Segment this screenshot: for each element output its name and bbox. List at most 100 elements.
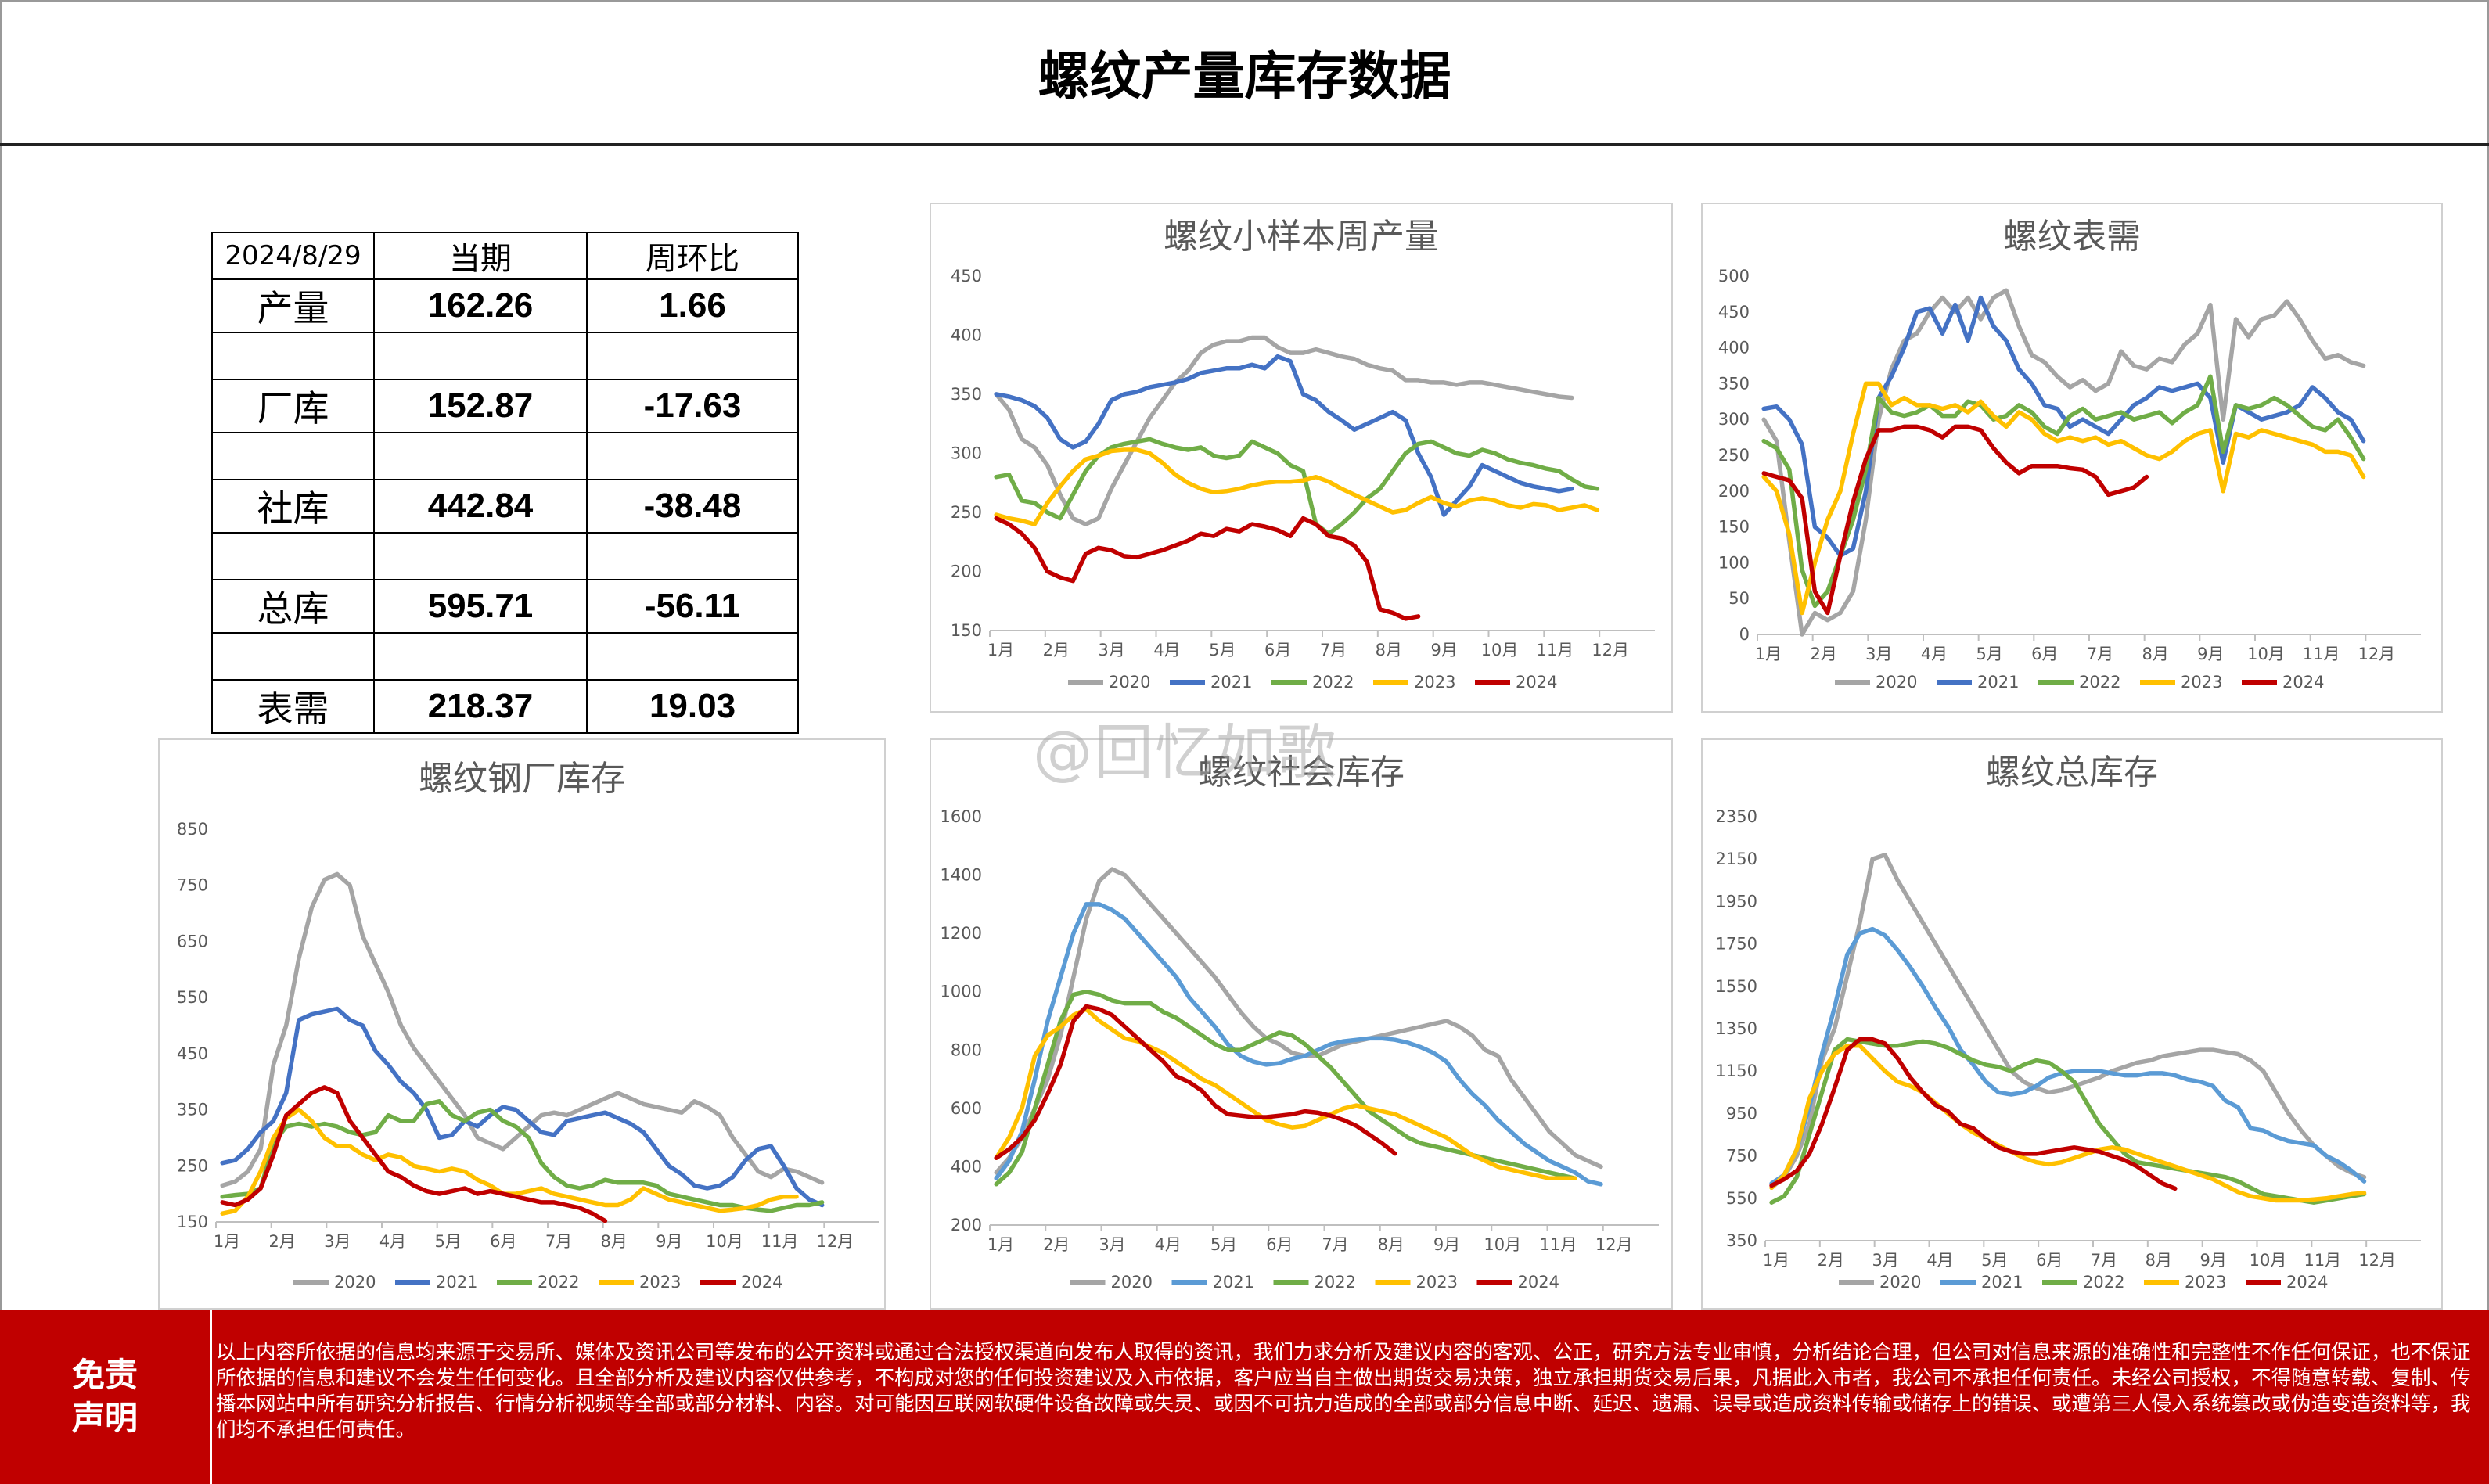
stats-wow: -38.48	[586, 479, 799, 534]
legend-label: 2023	[1416, 1273, 1458, 1292]
y-tick-label: 1150	[1716, 1062, 1757, 1080]
stats-row-output: 产量 162.26 1.66	[211, 278, 799, 333]
x-tick-label: 5月	[1210, 1235, 1237, 1254]
chart-social-inventory: 螺纹社会库存 200 400 600 800 1000 1200 1400 1600 1月 2月 3月…	[941, 753, 1659, 1292]
x-tick-label: 1月	[1763, 1251, 1789, 1270]
x-tick-label: 4月	[1153, 641, 1180, 659]
series-line-2022	[1769, 1037, 2367, 1205]
x-tick-label: 6月	[2031, 645, 2058, 663]
x-tick-label: 2月	[1818, 1251, 1844, 1270]
legend-label: 2022	[2083, 1273, 2124, 1292]
series-line-2021	[1761, 295, 2366, 558]
disclaimer-separator	[210, 1310, 212, 1484]
series-line-2024	[994, 516, 1421, 621]
x-tick-label: 2月	[268, 1232, 295, 1251]
x-tick-label: 3月	[1098, 641, 1124, 659]
y-tick-label: 150	[177, 1213, 208, 1231]
x-tick-label: 9月	[1433, 1235, 1460, 1254]
y-tick-label: 400	[1718, 339, 1750, 358]
series-line-2021	[994, 354, 1574, 517]
chart-panel-total-inventory: 螺纹总库存 350 550 750 950 1150 1350 1550 1750 1950 215…	[1701, 738, 2443, 1310]
legend-label: 2021	[436, 1273, 477, 1292]
stats-header-row: 2024/8/29 当期 周环比	[211, 232, 799, 280]
stats-header-current: 当期	[373, 232, 588, 280]
y-tick-label: 650	[177, 932, 208, 950]
x-tick-label: 6月	[1264, 641, 1291, 659]
x-tick-label: 8月	[1378, 1235, 1405, 1254]
y-tick-label: 350	[951, 385, 982, 404]
series-line-2024	[1769, 1037, 2178, 1191]
series-line-2022	[220, 1099, 825, 1213]
stats-label: 厂库	[211, 379, 375, 433]
stats-current: 162.26	[373, 278, 588, 333]
x-tick-label: 9月	[656, 1232, 682, 1251]
stats-gap-row	[211, 332, 799, 380]
legend-label: 2024	[1516, 673, 1557, 692]
x-tick-label: 10月	[2247, 645, 2285, 663]
y-tick-label: 500	[1718, 267, 1750, 286]
stats-current: 152.87	[373, 379, 588, 433]
chart-panel-mill-inventory: 螺纹钢厂库存 150 250 350 450 550 650 750 850 1月 2月 3月 4月 5月…	[158, 738, 886, 1310]
x-tick-label: 8月	[2142, 645, 2168, 663]
y-tick-label: 300	[951, 444, 982, 463]
y-tick-label: 450	[177, 1044, 208, 1063]
y-tick-label: 750	[177, 876, 208, 895]
x-tick-label: 11月	[2303, 645, 2340, 663]
x-tick-label: 5月	[1209, 641, 1236, 659]
legend-label: 2024	[1518, 1273, 1559, 1292]
legend-label: 2022	[2079, 673, 2120, 692]
x-tick-label: 6月	[1266, 1235, 1293, 1254]
series-line-2020	[1761, 288, 2366, 637]
y-tick-label: 350	[177, 1101, 208, 1119]
y-tick-label: 1750	[1716, 935, 1757, 954]
chart-title: 螺纹总库存	[1986, 753, 2158, 792]
disclaimer-label-line1: 免责	[71, 1356, 138, 1395]
legend-label: 2022	[1315, 1273, 1356, 1292]
y-tick-label: 250	[1718, 446, 1750, 465]
x-tick-label: 12月	[2358, 645, 2395, 663]
y-tick-label: 50	[1728, 589, 1750, 608]
x-tick-label: 5月	[1981, 1251, 2008, 1270]
legend-label: 2023	[639, 1273, 681, 1292]
x-tick-label: 8月	[1376, 641, 1402, 659]
x-tick-label: 1月	[214, 1232, 240, 1251]
disclaimer-label: 免责 声明	[0, 1310, 210, 1484]
x-tick-label: 7月	[2091, 1251, 2117, 1270]
y-tick-label: 550	[1726, 1189, 1757, 1208]
stats-row-total: 总库 595.71 -56.11	[211, 579, 799, 634]
legend-label: 2022	[1312, 673, 1354, 692]
x-tick-label: 4月	[379, 1232, 406, 1251]
series-line-2023	[994, 447, 1600, 526]
y-tick-label: 100	[1718, 553, 1750, 572]
x-tick-label: 12月	[1595, 1235, 1633, 1254]
chart-title: 螺纹社会库存	[1198, 753, 1405, 792]
y-tick-label: 300	[1718, 410, 1750, 429]
x-tick-label: 3月	[324, 1232, 351, 1251]
y-tick-label: 950	[1726, 1104, 1757, 1123]
x-tick-label: 11月	[2304, 1251, 2341, 1270]
y-tick-label: 1350	[1716, 1019, 1757, 1038]
x-tick-label: 9月	[1430, 641, 1457, 659]
series-line-2020	[994, 867, 1603, 1175]
y-tick-label: 400	[951, 1157, 982, 1176]
disclaimer-label-line2: 声明	[71, 1399, 138, 1437]
stats-date: 2024/8/29	[211, 232, 375, 280]
stats-label: 社库	[211, 479, 375, 534]
stats-wow: -17.63	[586, 379, 799, 433]
y-tick-label: 1400	[941, 866, 982, 885]
x-tick-label: 8月	[2146, 1251, 2172, 1270]
x-tick-label: 9月	[2197, 645, 2224, 663]
title-divider	[0, 143, 2489, 146]
x-tick-label: 7月	[1320, 641, 1347, 659]
y-tick-label: 450	[1718, 303, 1750, 322]
legend-label: 2023	[2181, 673, 2222, 692]
legend-label: 2020	[1111, 1273, 1153, 1292]
x-tick-label: 6月	[490, 1232, 516, 1251]
stats-header-wow: 周环比	[586, 232, 799, 280]
x-tick-label: 2月	[1043, 641, 1070, 659]
y-tick-label: 1200	[941, 924, 982, 943]
legend-label: 2024	[2282, 673, 2324, 692]
page-title: 螺纹产量库存数据	[1038, 45, 1451, 106]
chart-title: 螺纹表需	[2003, 217, 2141, 257]
stats-wow: 1.66	[586, 278, 799, 333]
